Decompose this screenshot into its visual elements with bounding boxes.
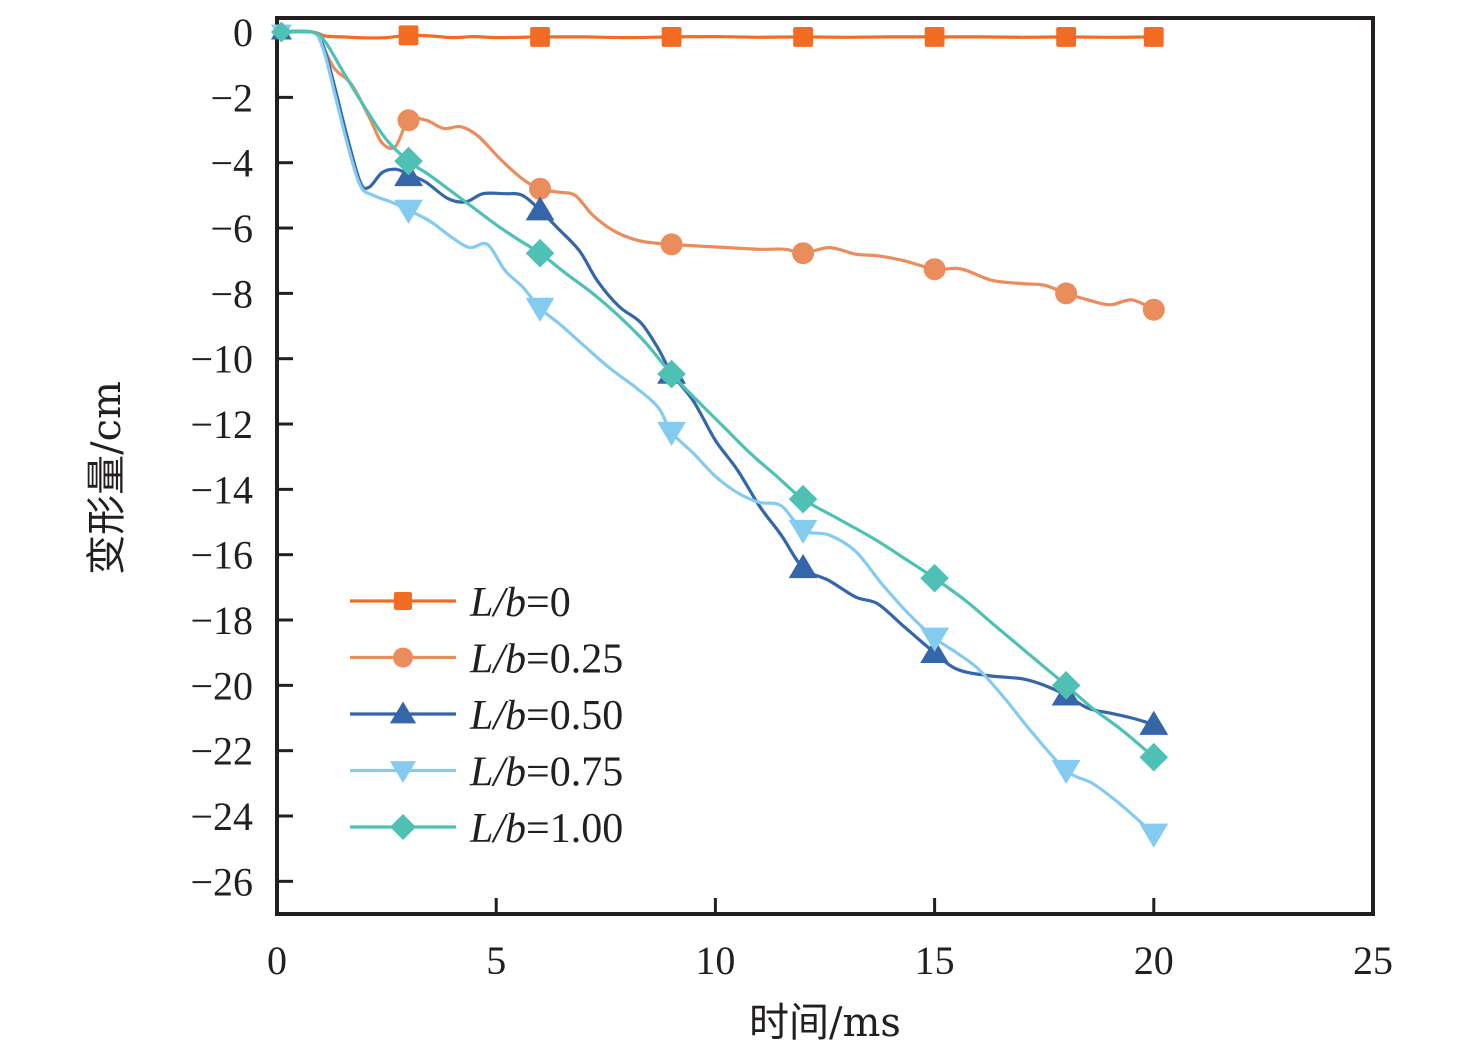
legend-marker: [394, 592, 412, 610]
y-tick-label: −2: [210, 75, 253, 120]
data-point-marker: [920, 627, 950, 652]
y-tick-label: 0: [233, 10, 253, 55]
x-tick-label: 10: [695, 938, 735, 983]
series-layer: [270, 21, 1169, 848]
y-tick-label: −20: [190, 663, 253, 708]
y-axis: 0 −2 −4 −6 −8 −10 −12 −14 −16 −18 −20 −22 −24 −26: [190, 10, 293, 904]
legend-label: L/b=0.25: [469, 637, 623, 683]
series-line: [275, 29, 1156, 727]
legend-item: L/b=0.75: [350, 750, 623, 796]
data-point-marker: [657, 421, 686, 446]
y-axis-title: 变形量/cm: [84, 381, 130, 575]
y-tick-label: −6: [210, 206, 253, 251]
data-point-marker: [660, 233, 683, 256]
data-point-marker: [394, 199, 423, 224]
data-point-marker: [661, 27, 682, 47]
plot-border: [275, 16, 1375, 916]
legend-item: L/b=0: [350, 580, 571, 626]
data-point-marker: [270, 21, 292, 43]
x-tick-label: 5: [486, 938, 506, 983]
y-tick-label: −4: [210, 141, 253, 186]
data-point-marker: [788, 519, 818, 544]
series-line: [275, 30, 1156, 40]
legend-label: L/b=0.75: [469, 750, 623, 796]
data-point-marker: [1055, 282, 1078, 305]
data-point-marker: [1051, 759, 1081, 785]
x-tick-label: 25: [1353, 938, 1393, 983]
legend-label-value: =0.50: [526, 693, 623, 739]
data-point-marker: [788, 484, 818, 514]
legend-item: L/b=0.25: [350, 637, 623, 683]
y-tick-label: −12: [190, 402, 253, 447]
data-point-marker: [1056, 27, 1077, 47]
data-point-marker: [529, 177, 552, 200]
data-point-marker: [525, 238, 555, 268]
legend-marker: [393, 647, 413, 668]
legend-label-var: L/b: [469, 750, 526, 796]
series-l-b-0-75: [270, 24, 1169, 848]
data-point-marker: [398, 25, 419, 46]
data-point-marker: [788, 554, 818, 579]
legend-label: L/b=0.50: [469, 693, 623, 739]
series-l-b-0-25: [273, 24, 1165, 321]
data-point-marker: [792, 242, 815, 265]
legend-label-value: =0.25: [526, 637, 623, 683]
x-tick-label: 15: [915, 938, 955, 983]
legend-item: L/b=1.00: [350, 806, 623, 852]
data-point-marker: [1139, 710, 1169, 735]
data-point-marker: [525, 196, 555, 221]
y-tick-label: −22: [190, 729, 253, 774]
y-tick-label: −8: [210, 271, 253, 316]
legend-label-value: =0.75: [526, 750, 623, 796]
x-tick-label: 20: [1134, 938, 1174, 983]
legend-label-var: L/b: [469, 580, 526, 626]
legend-label: L/b=0: [469, 580, 571, 626]
y-tick-label: −18: [190, 598, 253, 643]
legend-item: L/b=0.50: [350, 693, 623, 739]
legend-marker: [389, 701, 417, 724]
legend-label-value: =1.00: [526, 806, 623, 852]
legend: L/b=0L/b=0.25L/b=0.50L/b=0.75L/b=1.00: [350, 580, 623, 852]
series-line: [275, 29, 1156, 836]
data-point-marker: [394, 146, 423, 176]
data-point-marker: [1142, 298, 1165, 321]
series-l-b-0: [274, 24, 1164, 47]
series-l-b-1-00: [270, 21, 1169, 772]
legend-label: L/b=1.00: [469, 806, 623, 852]
legend-label-var: L/b: [469, 806, 526, 852]
series-line: [275, 29, 1156, 312]
x-axis-title: 时间/ms: [749, 1000, 901, 1046]
data-point-marker: [525, 297, 555, 322]
y-tick-label: −10: [190, 337, 253, 382]
series-line: [275, 29, 1156, 759]
x-axis: 0 5 10 15 20 25: [267, 898, 1393, 983]
legend-label-var: L/b: [469, 637, 526, 683]
legend-label-value: =0: [526, 580, 571, 626]
y-tick-label: −24: [190, 794, 253, 839]
plot-frame: [275, 16, 1375, 916]
legend-marker: [390, 814, 416, 840]
y-tick-label: −26: [190, 859, 253, 904]
data-point-marker: [397, 109, 420, 132]
y-tick-label: −14: [190, 467, 253, 512]
data-point-marker: [1139, 742, 1169, 772]
data-point-marker: [793, 27, 813, 47]
data-point-marker: [657, 359, 686, 389]
data-point-marker: [1139, 823, 1169, 848]
legend-marker: [389, 761, 417, 783]
legend-label-var: L/b: [469, 693, 526, 739]
data-point-marker: [1051, 671, 1081, 700]
data-point-marker: [924, 27, 945, 47]
data-point-marker: [923, 258, 946, 281]
data-point-marker: [530, 27, 550, 47]
x-tick-label: 0: [267, 938, 287, 983]
data-point-marker: [1143, 27, 1164, 47]
y-tick-label: −16: [190, 533, 253, 578]
data-point-marker: [920, 563, 949, 593]
